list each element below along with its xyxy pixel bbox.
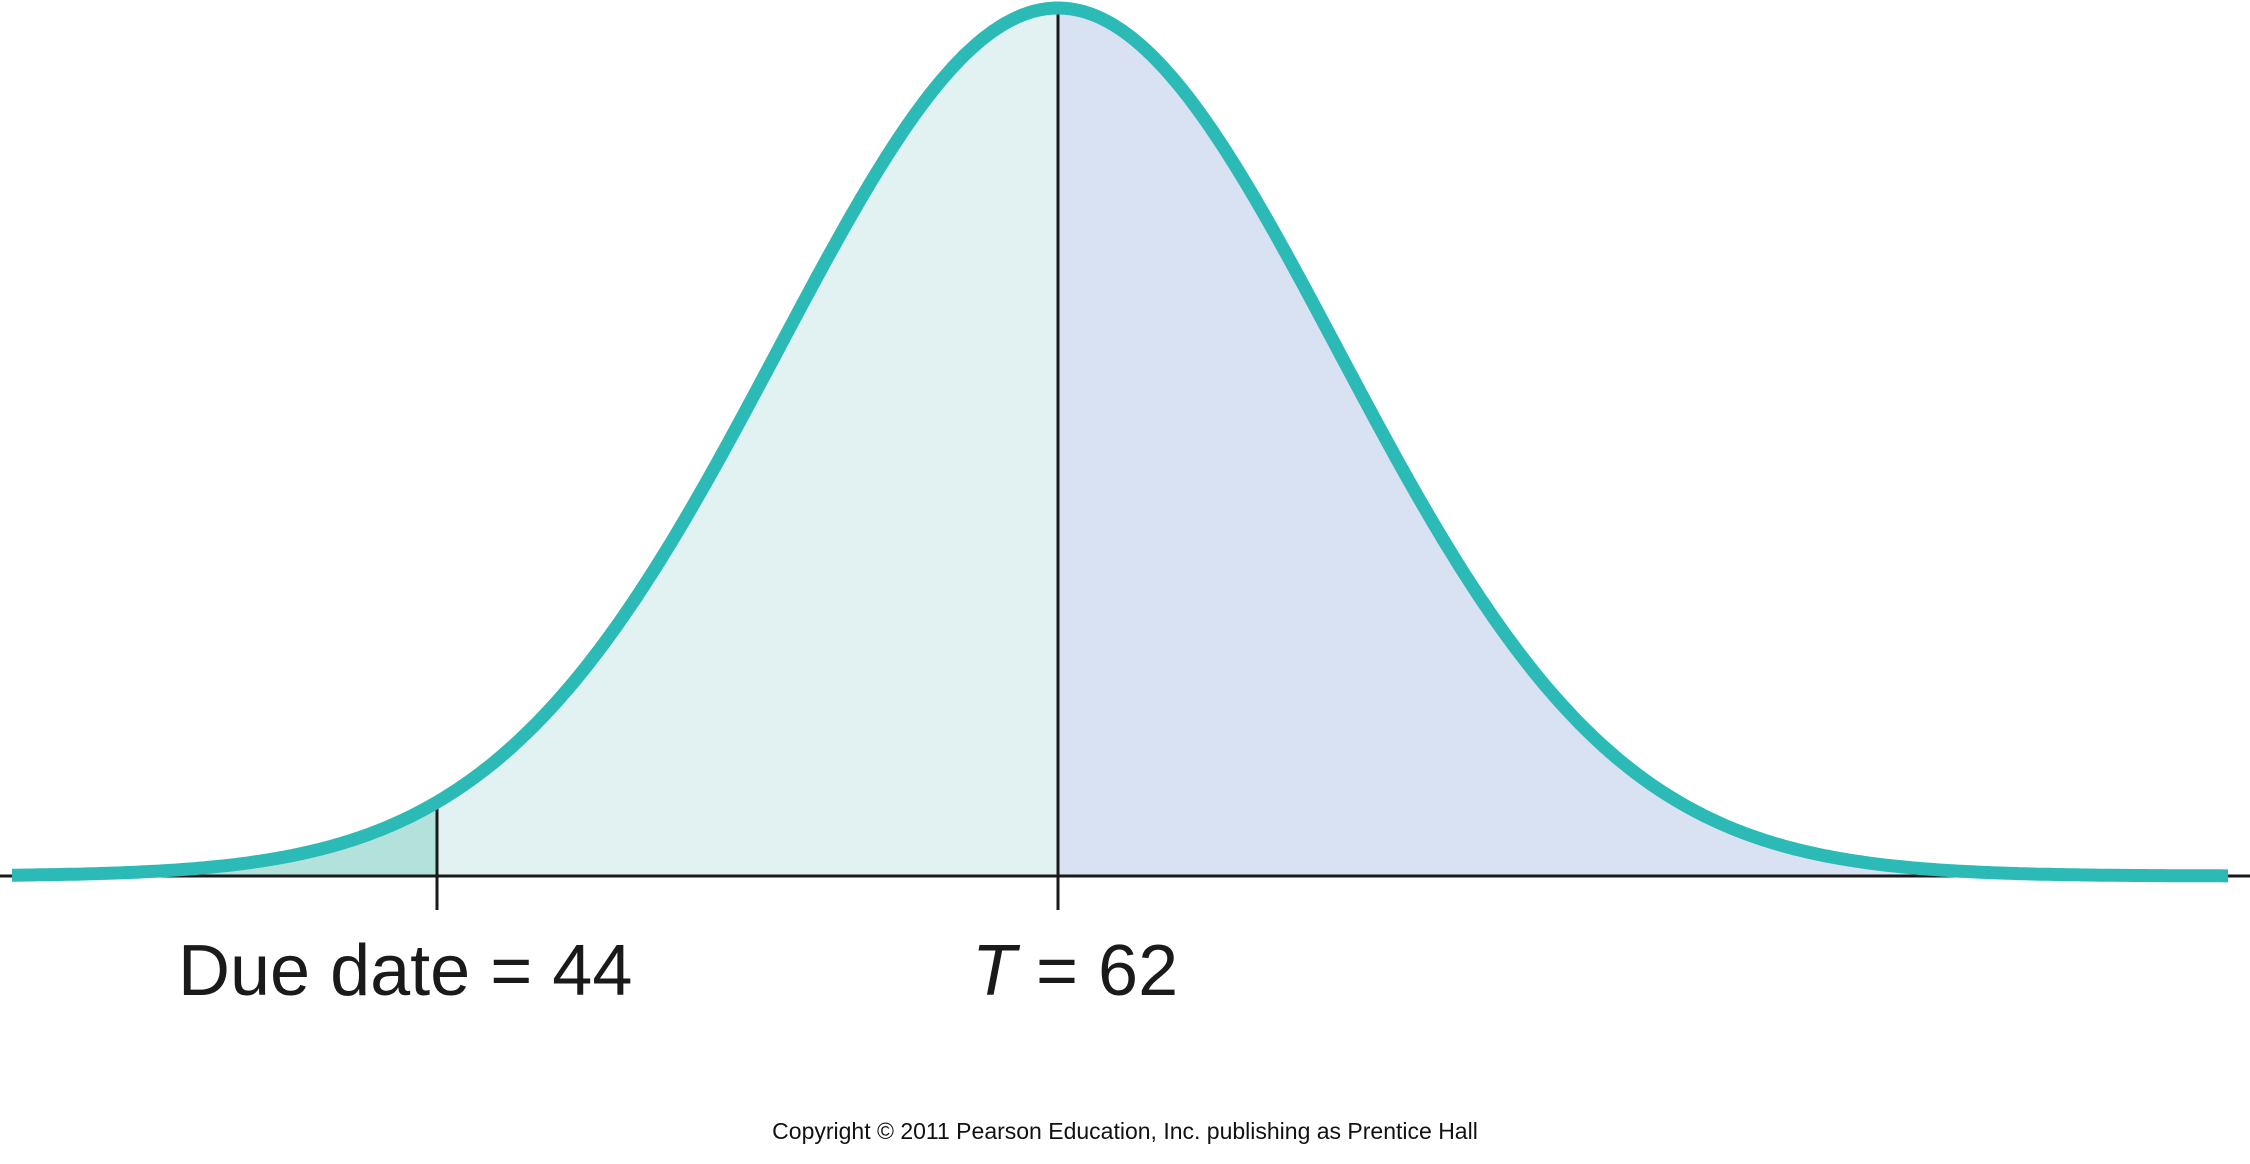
- mean-label: T = 62: [972, 931, 1178, 1011]
- area-left-of-due-date: [12, 802, 437, 876]
- area-between-due-date-and-mean: [437, 8, 1058, 876]
- copyright-text: Copyright © 2011 Pearson Education, Inc.…: [772, 1118, 1478, 1144]
- mean-variable: T: [972, 931, 1021, 1011]
- normal-curve: [9, 1, 2231, 883]
- due-date-label: Due date = 44: [178, 931, 632, 1011]
- mean-value: = 62: [1016, 931, 1178, 1011]
- area-right-of-mean: [1058, 8, 2228, 876]
